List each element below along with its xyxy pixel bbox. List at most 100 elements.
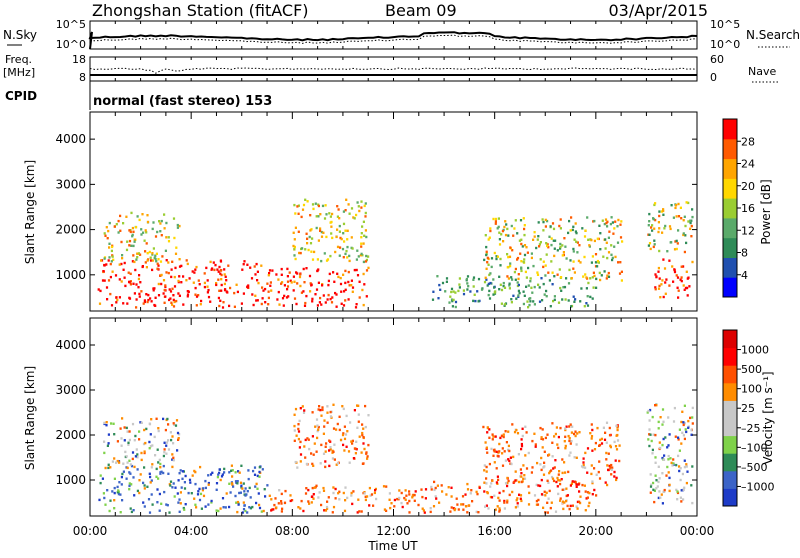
scatter-cell <box>125 455 128 458</box>
scatter-cell <box>296 205 299 208</box>
scatter-cell <box>162 471 165 475</box>
scatter-cell <box>690 224 693 228</box>
scatter-cell <box>131 226 134 230</box>
scatter-cell <box>332 427 336 430</box>
scatter-cell <box>544 494 547 497</box>
scatter-cell <box>591 276 594 279</box>
scatter-cell <box>619 261 622 264</box>
scatter-cell <box>169 290 173 293</box>
scatter-cell <box>122 302 125 305</box>
scatter-cell <box>266 282 269 285</box>
scatter-cell <box>385 485 388 488</box>
scatter-cell <box>317 428 320 431</box>
scatter-cell <box>531 466 534 469</box>
scatter-cell <box>293 424 296 428</box>
scatter-cell <box>143 505 146 508</box>
scatter-cell <box>244 494 247 497</box>
scatter-cell <box>319 213 322 216</box>
scatter-cell <box>685 430 688 434</box>
scatter-cell <box>513 227 516 230</box>
scatter-cell <box>611 256 614 260</box>
scatter-cell <box>610 216 613 219</box>
scatter-cell <box>590 261 593 264</box>
scatter-cell <box>299 251 302 255</box>
scatter-cell <box>423 511 426 514</box>
scatter-cell <box>658 477 661 480</box>
scatter-cell <box>483 490 486 493</box>
scatter-cell <box>383 508 386 511</box>
scatter-cell <box>676 242 679 245</box>
scatter-cell <box>438 283 441 287</box>
scatter-cell <box>430 485 433 489</box>
scatter-cell <box>400 501 403 505</box>
scatter-cell <box>672 458 675 461</box>
scatter-cell <box>520 475 523 478</box>
scatter-cell <box>474 299 477 303</box>
scatter-cell <box>454 305 457 309</box>
scatter-cell <box>515 297 518 300</box>
scatter-cell <box>551 271 554 274</box>
colorbar-tick-label: –100 <box>741 441 768 454</box>
scatter-cell <box>311 258 315 261</box>
scatter-cell <box>567 434 570 438</box>
colorbar-tick-label: 16 <box>741 202 755 215</box>
scatter-cell <box>536 271 539 274</box>
scatter-cell <box>437 297 440 300</box>
scatter-cell <box>311 411 314 414</box>
scatter-cell <box>472 299 475 303</box>
scatter-cell <box>520 472 523 475</box>
scatter-cell <box>342 273 345 276</box>
scatter-cell <box>522 464 525 467</box>
scatter-cell <box>261 468 264 471</box>
scatter-cell <box>527 284 530 287</box>
scatter-cell <box>653 203 656 207</box>
scatter-cell <box>562 286 565 289</box>
scatter-cell <box>495 255 498 258</box>
scatter-cell <box>314 202 317 205</box>
scatter-cell <box>338 415 341 418</box>
scatter-cell <box>483 258 486 262</box>
scatter-cell <box>331 236 334 240</box>
scatter-cell <box>666 250 669 253</box>
scatter-cell <box>302 411 306 414</box>
scatter-cell <box>188 277 191 280</box>
scatter-cell <box>551 441 554 444</box>
scatter-cell <box>595 286 598 289</box>
scatter-cell <box>289 499 292 503</box>
scatter-cell <box>224 275 227 278</box>
scatter-cell <box>539 426 542 430</box>
scatter-cell <box>483 469 486 472</box>
scatter-cell <box>311 435 314 438</box>
scatter-cell <box>280 267 283 271</box>
scatter-cell <box>293 413 296 416</box>
scatter-cell <box>267 274 270 277</box>
scatter-cell <box>658 284 661 288</box>
scatter-cell <box>484 276 487 279</box>
scatter-cell <box>517 289 520 293</box>
scatter-cell <box>172 294 175 297</box>
scatter-cell <box>507 234 510 237</box>
scatter-cell <box>237 503 240 506</box>
scatter-cell <box>224 506 227 509</box>
scatter-cell <box>357 404 360 407</box>
scatter-cell <box>158 458 161 462</box>
scatter-cell <box>192 281 195 284</box>
scatter-cell <box>232 485 235 488</box>
scatter-cell <box>654 273 657 276</box>
scatter-cell <box>598 271 601 275</box>
scatter-cell <box>586 491 590 494</box>
scatter-cell <box>676 276 680 279</box>
scatter-cell <box>579 261 582 264</box>
scatter-cell <box>142 442 146 446</box>
scatter-cell <box>581 483 584 487</box>
scatter-cell <box>580 465 584 468</box>
scatter-cell <box>116 491 119 494</box>
scatter-cell <box>691 406 694 410</box>
scatter-cell <box>553 298 556 301</box>
scatter-cell <box>663 454 666 457</box>
scatter-cell <box>136 489 139 493</box>
scatter-cell <box>209 260 212 264</box>
scatter-cell <box>120 280 123 283</box>
scatter-cell <box>165 503 168 506</box>
scatter-cell <box>584 229 587 232</box>
